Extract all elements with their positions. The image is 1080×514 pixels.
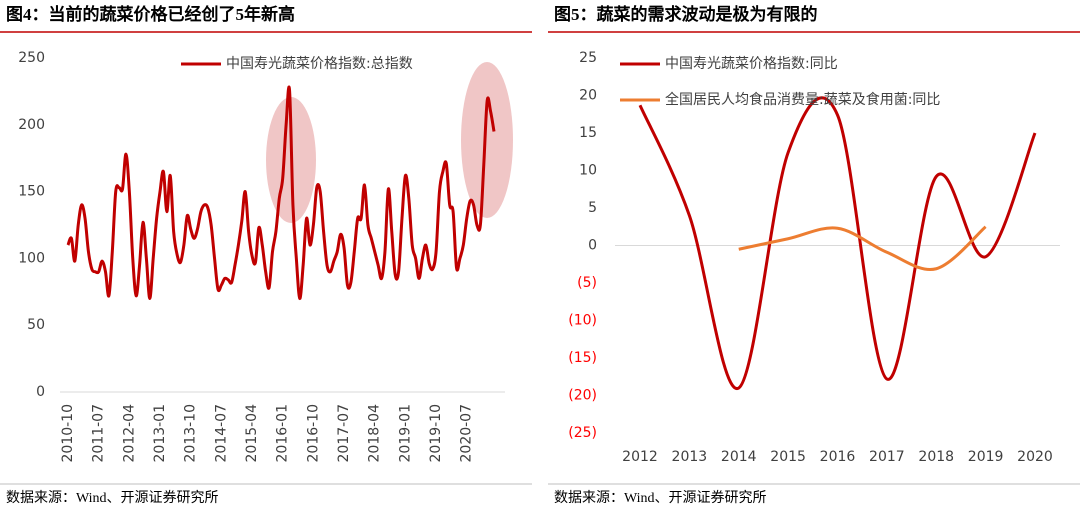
x-tick-label: 2013-01 [152,404,168,463]
x-tick-label: 2014 [721,449,757,465]
y-tick-label: 0 [588,238,597,254]
legend-label: 中国寿光蔬菜价格指数:同比 [665,55,838,72]
y-tick-label: 200 [18,117,45,133]
chart-title: 图5：蔬菜的需求波动是极为有限的 [554,4,818,24]
x-tick-label: 2020 [1017,449,1053,465]
y-tick-label: 100 [18,250,45,266]
x-tick-label: 2019-10 [428,404,444,463]
y-tick-label: 50 [27,317,45,333]
y-tick-label: 20 [579,88,597,104]
legend-label: 全国居民人均食品消费量:蔬菜及食用菌:同比 [665,91,940,108]
series-line [738,225,987,272]
chart-title: 图4：当前的蔬菜价格已经创了5年新高 [6,4,295,24]
x-tick-label: 2012-04 [121,404,137,463]
y-tick-label: 5 [588,200,597,216]
x-tick-label: 2014-07 [213,404,229,463]
x-tick-label: 2015 [770,449,806,465]
legend-label: 中国寿光蔬菜价格指数:总指数 [226,55,413,72]
x-tick-label: 2010-10 [60,404,76,463]
x-tick-label: 2016-10 [305,404,321,463]
y-tick-label: (20) [568,388,597,404]
y-tick-label: (10) [568,313,597,329]
x-tick-label: 2020-07 [459,404,475,463]
highlight [461,62,513,218]
y-tick-label: 0 [36,384,45,400]
y-tick-label: (15) [568,350,597,366]
x-tick-label: 2017 [869,449,905,465]
series-line [66,85,496,300]
x-tick-label: 2013 [672,449,708,465]
y-tick-label: 150 [18,184,45,200]
x-tick-label: 2019 [968,449,1004,465]
x-tick-label: 2011-07 [91,404,107,463]
series-line [638,96,1037,390]
x-tick-label: 2015-04 [244,404,260,463]
y-tick-label: 10 [579,163,597,179]
x-tick-label: 2013-10 [183,404,199,463]
source: 数据来源：Wind、开源证券研究所 [554,490,767,506]
x-tick-label: 2012 [622,449,658,465]
y-tick-label: 25 [579,50,597,66]
x-tick-label: 2017-07 [336,404,352,463]
y-tick-label: 250 [18,50,45,66]
x-tick-label: 2016-01 [275,404,291,463]
x-tick-label: 2018-04 [367,404,383,463]
x-tick-label: 2016 [820,449,856,465]
y-tick-label: (25) [568,425,597,441]
source: 数据来源：Wind、开源证券研究所 [6,490,219,506]
x-tick-label: 2018 [918,449,954,465]
x-tick-label: 2019-01 [397,404,413,463]
y-tick-label: 15 [579,125,597,141]
y-tick-label: (5) [577,275,597,291]
